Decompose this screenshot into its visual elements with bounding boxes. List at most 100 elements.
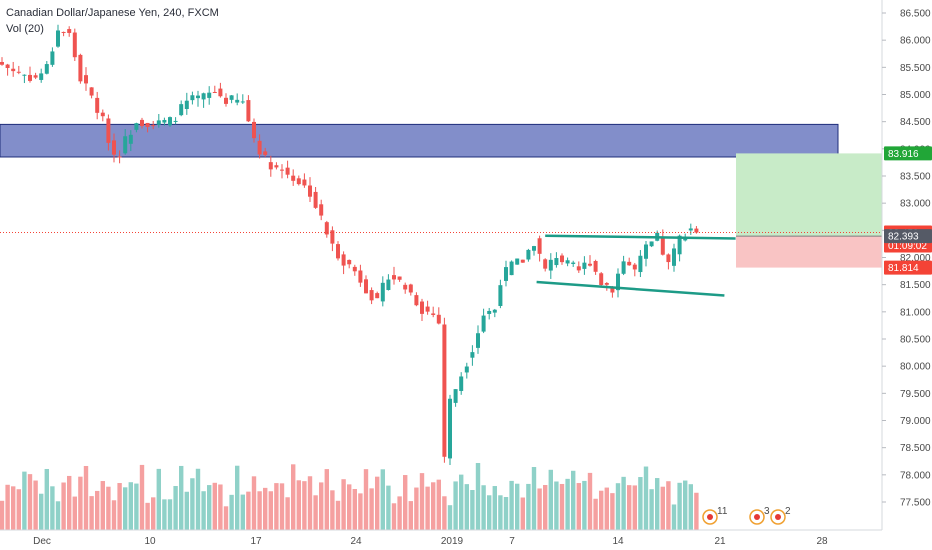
volume-bar <box>459 474 464 530</box>
volume-bar <box>576 483 581 530</box>
volume-bar <box>503 497 509 530</box>
candle <box>72 32 77 58</box>
candle <box>22 74 27 76</box>
candle <box>414 295 419 306</box>
candle <box>380 282 385 302</box>
volume-bar <box>408 501 413 530</box>
candle <box>28 74 32 81</box>
volume-bar <box>363 469 369 530</box>
price-badge-label: 01:09:02 <box>888 241 927 252</box>
candle <box>610 286 615 293</box>
volume-bar <box>50 486 55 530</box>
volume-bar <box>397 496 402 530</box>
candle <box>145 122 150 127</box>
candle <box>515 258 520 265</box>
volume-bar <box>391 503 397 530</box>
price-badge-label: 83.916 <box>888 149 919 160</box>
volume-bar <box>660 486 665 530</box>
volume-bar <box>537 488 542 530</box>
candle <box>492 309 497 313</box>
volume-bar <box>481 485 486 530</box>
volume-bar <box>442 496 447 530</box>
candle <box>100 112 105 117</box>
candle <box>291 175 296 181</box>
candle <box>240 101 245 103</box>
candle <box>134 123 139 130</box>
price-tick-label: 81.000 <box>900 307 931 318</box>
volume-bar <box>27 474 33 530</box>
event-markers: 11 3 2 <box>702 506 791 525</box>
volume-bar <box>554 481 559 530</box>
candle <box>280 169 284 171</box>
candle <box>464 366 469 373</box>
candle <box>33 75 38 78</box>
price-tick-label: 84.500 <box>900 117 931 128</box>
volume-bar <box>307 476 313 530</box>
volume-bar <box>89 496 94 530</box>
volume-bar <box>487 495 492 530</box>
candle <box>459 376 464 391</box>
volume-bar <box>341 479 346 530</box>
candle <box>140 119 144 126</box>
candle <box>408 284 413 293</box>
volume-bar <box>610 493 615 530</box>
time-tick-label: 21 <box>714 536 726 547</box>
candle <box>436 314 441 324</box>
candle <box>666 254 671 263</box>
candle <box>386 279 391 290</box>
candle <box>683 238 688 241</box>
drawing-layer <box>0 123 882 268</box>
candle <box>44 64 49 74</box>
volume-bar <box>145 502 150 530</box>
volume-bar <box>263 487 268 530</box>
price-tick-label: 78.500 <box>900 443 931 454</box>
candle <box>257 140 262 155</box>
event-marker-dot <box>707 514 713 520</box>
volume-bar <box>677 482 682 530</box>
volume-bar <box>207 485 212 530</box>
candle <box>123 136 128 154</box>
volume-bar <box>425 486 430 530</box>
candle <box>599 273 604 286</box>
candle <box>442 324 447 457</box>
candle <box>229 95 234 100</box>
volume-bar <box>470 490 475 530</box>
candle <box>308 185 312 197</box>
candle <box>296 178 301 185</box>
candle <box>246 100 251 122</box>
volume-bar <box>201 491 206 530</box>
candle <box>212 92 217 94</box>
candle <box>50 51 55 65</box>
candle <box>688 228 693 231</box>
candle <box>117 156 122 158</box>
candle <box>179 104 184 116</box>
candle <box>235 99 240 103</box>
volume-bar <box>386 485 391 530</box>
candle <box>627 261 632 266</box>
candle <box>207 92 212 98</box>
price-tick-label: 80.000 <box>900 362 931 373</box>
volume-bar <box>55 501 61 530</box>
volume-bar <box>453 481 458 530</box>
volume-bar <box>229 494 234 530</box>
volume-bar <box>179 465 184 530</box>
candle <box>330 230 335 244</box>
volume-bar <box>240 494 245 530</box>
price-tick-label: 79.500 <box>900 389 931 400</box>
volume-bar <box>548 469 553 530</box>
volume-bar <box>156 468 161 530</box>
candle <box>95 97 100 113</box>
candle <box>543 259 548 269</box>
volume-bar <box>285 497 290 530</box>
candle <box>358 270 363 283</box>
volume-bar <box>632 485 637 530</box>
candle <box>397 276 402 280</box>
volume-bar <box>638 477 643 530</box>
candle <box>218 88 223 97</box>
volume-bar <box>509 480 514 530</box>
volume-bar <box>162 499 167 530</box>
volume-bar <box>195 468 201 530</box>
volume-bar <box>5 484 10 530</box>
